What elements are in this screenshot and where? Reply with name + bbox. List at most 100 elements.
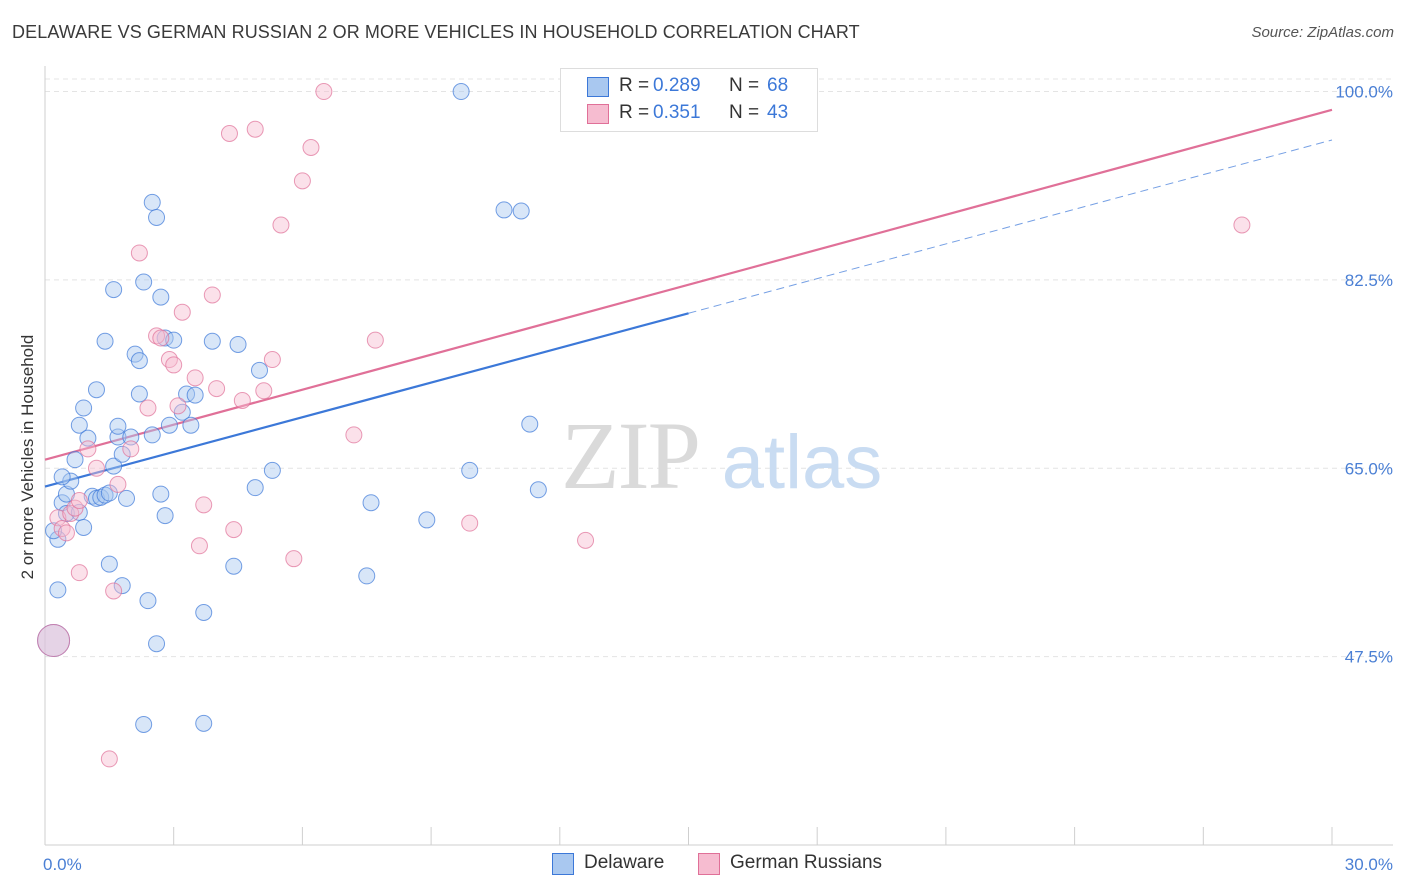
stats-legend: R = 0.289 N = 68 R = 0.351 N = 43 xyxy=(560,68,818,132)
delaware-trend-extension xyxy=(688,139,1333,314)
delaware-point xyxy=(49,530,67,548)
german-russian-point xyxy=(152,329,170,347)
delaware-swatch xyxy=(587,77,609,97)
gridlines xyxy=(45,78,1393,658)
delaware-point xyxy=(512,202,530,220)
delaware-point xyxy=(109,417,127,435)
series-legend: Delaware German Russians xyxy=(0,852,1406,878)
german-russian-point xyxy=(139,399,157,417)
delaware-point xyxy=(105,457,123,475)
german-russian-point xyxy=(195,496,213,514)
delaware-swatch xyxy=(552,853,574,875)
delaware-point xyxy=(70,416,88,434)
german-russian-point xyxy=(87,459,105,477)
german-russians-swatch xyxy=(587,104,609,124)
german-russian-point xyxy=(105,582,123,600)
delaware-point xyxy=(160,416,178,434)
delaware-point xyxy=(152,485,170,503)
source-label: Source: ZipAtlas.com xyxy=(1251,24,1394,41)
delaware-point xyxy=(165,331,183,349)
delaware-point xyxy=(105,281,123,299)
german-russian-point xyxy=(302,139,320,156)
delaware-point xyxy=(118,489,136,507)
german-russian-point xyxy=(122,440,140,458)
german-russian-point xyxy=(285,550,303,568)
delaware-point xyxy=(49,581,67,599)
german-russian-point xyxy=(169,397,187,415)
german-russian-point xyxy=(203,286,221,304)
watermark-zip: ZIP xyxy=(561,402,699,509)
delaware-point xyxy=(100,484,118,502)
delaware-point xyxy=(203,332,221,350)
delaware-point xyxy=(152,288,170,306)
y-tick-label: 65.0% xyxy=(1345,459,1393,478)
german-russian-point xyxy=(109,475,127,493)
delaware-point xyxy=(195,604,213,621)
german-russian-point xyxy=(315,83,333,101)
y-axis-label: 2 or more Vehicles in Household xyxy=(18,335,37,580)
watermark: ZIP atlas xyxy=(561,402,882,509)
r-label: R = xyxy=(619,75,650,96)
german-russian-point xyxy=(165,356,183,374)
delaware-point xyxy=(100,555,118,573)
y-tick-label: 100.0% xyxy=(1335,83,1393,102)
german-russian-point xyxy=(190,537,208,555)
delaware-point xyxy=(139,592,157,610)
delaware-point xyxy=(148,208,166,226)
delaware-point xyxy=(156,507,174,525)
german-russian-point xyxy=(246,120,264,138)
german-russian-point xyxy=(255,382,273,400)
german-russian-point xyxy=(225,521,243,539)
legend-label: German Russians xyxy=(730,852,883,873)
watermark-atlas: atlas xyxy=(722,420,883,505)
german-russian-point xyxy=(130,244,148,262)
delaware-point xyxy=(521,415,539,433)
german-russian-point xyxy=(70,564,88,582)
delaware-point xyxy=(143,426,161,444)
delaware-point xyxy=(53,468,71,486)
r-label: R = xyxy=(619,102,650,123)
n-value: 43 xyxy=(767,102,789,123)
delaware-point xyxy=(251,361,268,379)
delaware-point xyxy=(135,715,153,733)
n-label: N = xyxy=(729,75,760,96)
trend-lines xyxy=(44,108,1333,488)
delaware-point xyxy=(143,193,161,211)
chart-title: DELAWARE VS GERMAN RUSSIAN 2 OR MORE VEH… xyxy=(12,22,860,42)
delaware-point xyxy=(122,428,140,446)
german-russian-point xyxy=(208,380,226,398)
delaware-point xyxy=(66,451,84,469)
delaware-point xyxy=(113,577,131,595)
delaware-point xyxy=(358,567,376,585)
german-russian-point xyxy=(577,531,595,549)
delaware-point xyxy=(87,381,105,399)
german-russian-point xyxy=(57,524,75,542)
delaware-point xyxy=(182,416,200,434)
delaware-point xyxy=(148,635,166,653)
delaware-point xyxy=(362,494,380,512)
german-russian-point xyxy=(272,216,290,234)
delaware-point xyxy=(96,332,114,350)
delaware-point xyxy=(178,385,196,403)
axes xyxy=(44,66,1393,846)
delaware-point xyxy=(452,83,470,101)
x-tick-label: 0.0% xyxy=(43,855,82,874)
german-russian-point xyxy=(173,303,191,321)
delaware-point xyxy=(130,385,148,403)
r-value: 0.351 xyxy=(653,102,701,123)
delaware-trend-line xyxy=(44,312,689,488)
german-russian-point xyxy=(233,391,251,409)
delaware-point xyxy=(529,481,547,499)
delaware-point xyxy=(130,352,148,370)
delaware-point xyxy=(75,399,93,417)
delaware-point xyxy=(418,511,436,529)
german-russian-point xyxy=(345,426,363,444)
german-russian-point xyxy=(79,440,97,458)
delaware-point xyxy=(113,445,131,463)
r-value: 0.289 xyxy=(653,75,701,96)
delaware-point xyxy=(263,461,281,479)
delaware-point xyxy=(62,472,80,490)
german-russian-point xyxy=(49,509,67,527)
n-label: N = xyxy=(729,102,760,123)
